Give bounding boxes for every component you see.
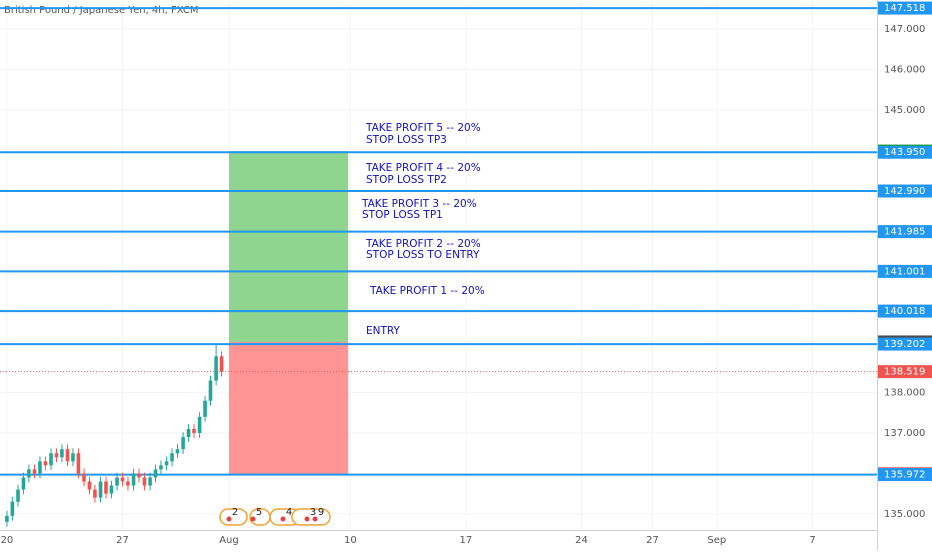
event-dot: [312, 516, 318, 522]
price-label-bg: [878, 145, 932, 159]
annotation: TAKE PROFIT 2 -- 20%: [365, 238, 481, 250]
price-label: 143.950: [884, 147, 925, 158]
annotation: STOP LOSS TP3: [366, 134, 447, 146]
candle-body: [32, 469, 37, 474]
price-label: 147.518: [884, 3, 925, 14]
candle-body: [126, 481, 130, 486]
candle-body: [104, 481, 108, 494]
y-tick-label: 138.000: [884, 388, 925, 399]
annotation: TAKE PROFIT 4 -- 20%: [365, 162, 481, 174]
candle-body: [76, 453, 81, 474]
price-label: 141.985: [884, 227, 925, 238]
event-badge: [291, 508, 331, 526]
event-label: 9: [318, 507, 324, 518]
y-tick-label: 147.000: [884, 24, 925, 35]
price-label-bg: [878, 264, 932, 278]
annotation: TAKE PROFIT 1 -- 20%: [369, 285, 485, 297]
candle-body: [93, 489, 97, 498]
price-label: 142.990: [884, 186, 925, 197]
candle-body: [115, 477, 119, 486]
y-tick-label: 135.000: [884, 509, 925, 520]
x-tick-label: Aug: [219, 535, 239, 546]
candle-body: [10, 501, 15, 516]
event-badge: [219, 508, 248, 526]
annotation: ENTRY: [366, 325, 401, 337]
candle-body: [148, 477, 152, 486]
price-label-bg: [878, 1, 932, 15]
x-tick-label: 27: [646, 535, 659, 546]
annotation: STOP LOSS TO ENTRY: [366, 249, 480, 261]
candle-body: [120, 477, 125, 482]
candle-body: [164, 461, 169, 466]
candle-body: [214, 356, 218, 381]
x-tick-label: 20: [1, 535, 14, 546]
candle-body: [159, 465, 163, 470]
candle-body: [153, 469, 158, 478]
profit-zone: [228, 151, 349, 342]
price-label-bg: [878, 365, 932, 379]
event-dot: [226, 516, 232, 522]
annotation: STOP LOSS TP1: [362, 209, 443, 221]
candle-body: [71, 453, 75, 462]
event-label: 4: [286, 507, 292, 518]
candle-body: [65, 449, 70, 462]
candle-body: [109, 485, 114, 494]
x-tick-label: 24: [575, 535, 588, 546]
candle-body: [82, 473, 86, 482]
candle-body: [170, 453, 174, 462]
event-dot: [304, 516, 310, 522]
loss-zone: [228, 341, 349, 474]
candle-body: [137, 473, 141, 478]
candle-body: [175, 449, 180, 454]
price-label-bg: [878, 337, 932, 351]
event-label: 5: [256, 507, 262, 518]
price-label-bg: [878, 468, 932, 482]
event-dot: [250, 516, 256, 522]
annotation: TAKE PROFIT 3 -- 20%: [361, 198, 477, 210]
candle-body: [197, 416, 202, 434]
candle-body: [203, 400, 207, 417]
candle-body: [219, 356, 224, 372]
candle-body: [142, 477, 147, 486]
candle-body: [98, 481, 103, 498]
candle-body: [60, 449, 64, 458]
price-label-bg: [878, 225, 932, 239]
candle-body: [181, 437, 185, 450]
price-label-bg: [878, 304, 932, 318]
candle-body: [87, 481, 92, 490]
y-tick-label: 146.000: [884, 64, 925, 75]
candle-body: [192, 428, 196, 434]
x-tick-label: 10: [344, 535, 357, 546]
candle-body: [21, 477, 26, 490]
candle-body: [49, 453, 53, 466]
price-label: 138.519: [884, 367, 925, 378]
candle-body: [38, 461, 42, 474]
annotation: TAKE PROFIT 5 -- 20%: [365, 122, 481, 134]
candle-body: [54, 453, 59, 458]
chart-title: British Pound / Japanese Yen, 4h, FXCM: [4, 5, 198, 16]
y-tick-label: 145.000: [884, 105, 925, 116]
candle-body: [186, 428, 191, 438]
annotation: STOP LOSS TP2: [366, 174, 447, 186]
y-tick-label: 137.000: [884, 428, 925, 439]
x-tick-label: 7: [809, 535, 815, 546]
candle-body: [208, 380, 213, 401]
event-dot: [280, 516, 286, 522]
x-tick-label: Sep: [707, 535, 726, 546]
candle-body: [5, 515, 9, 522]
event-label: 2: [232, 507, 238, 518]
price-label: 141.001: [884, 266, 925, 277]
x-tick-label: 17: [460, 535, 473, 546]
x-tick-label: 27: [116, 535, 129, 546]
candle-body: [16, 489, 20, 502]
candle-body: [43, 461, 48, 466]
price-label: 139.202: [884, 339, 925, 350]
price-label-bg: [878, 184, 932, 198]
candle-body: [131, 473, 136, 486]
price-label: 135.972: [884, 470, 925, 481]
candle-body: [27, 469, 31, 478]
price-label: 140.018: [884, 306, 925, 317]
event-label: 3: [310, 507, 316, 518]
